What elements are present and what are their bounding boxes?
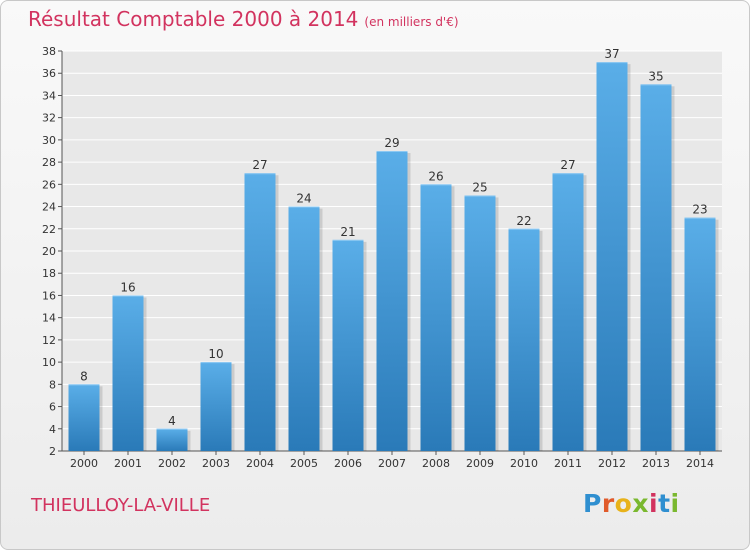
bar (200, 362, 232, 451)
bar (596, 62, 628, 451)
y-tick-label: 22 (42, 223, 56, 236)
x-tick-label: 2004 (246, 457, 274, 470)
bar-value-label: 10 (208, 347, 223, 361)
x-tick-label: 2002 (158, 457, 186, 470)
y-tick-label: 26 (42, 178, 56, 191)
y-tick-label: 18 (42, 267, 56, 280)
bar (552, 173, 584, 451)
bar-value-label: 27 (252, 158, 267, 172)
x-tick-label: 2005 (290, 457, 318, 470)
x-tick-label: 2007 (378, 457, 406, 470)
y-tick-label: 2 (49, 445, 56, 458)
y-tick-label: 36 (42, 67, 56, 80)
x-tick-label: 2014 (686, 457, 714, 470)
y-tick-label: 28 (42, 156, 56, 169)
y-tick-label: 32 (42, 112, 56, 125)
bar (640, 84, 672, 451)
x-tick-label: 2008 (422, 457, 450, 470)
y-tick-label: 16 (42, 289, 56, 302)
bar (244, 173, 276, 451)
bar (112, 295, 144, 451)
logo-letter: r (601, 489, 615, 518)
commune-name: THIEULLOY-LA-VILLE (31, 495, 211, 516)
bar-value-label: 22 (516, 214, 531, 228)
chart-title: Résultat Comptable 2000 à 2014 (en millie… (28, 7, 459, 31)
x-tick-label: 2001 (114, 457, 142, 470)
x-tick-label: 2011 (554, 457, 582, 470)
y-tick-label: 38 (42, 45, 56, 58)
bar-value-label: 37 (604, 47, 619, 61)
x-tick-label: 2010 (510, 457, 538, 470)
y-tick-label: 10 (42, 356, 56, 369)
bar (156, 428, 188, 451)
bar (332, 239, 364, 451)
y-tick-label: 8 (49, 378, 56, 391)
bar (288, 206, 320, 451)
x-tick-label: 2013 (642, 457, 670, 470)
x-tick-label: 2009 (466, 457, 494, 470)
chart-title-text: Résultat Comptable 2000 à 2014 (28, 7, 359, 31)
y-tick-label: 34 (42, 89, 56, 102)
y-tick-label: 12 (42, 334, 56, 347)
x-tick-label: 2012 (598, 457, 626, 470)
bar-value-label: 27 (560, 158, 575, 172)
y-tick-label: 6 (49, 401, 56, 414)
y-tick-label: 20 (42, 245, 56, 258)
bar-value-label: 21 (340, 225, 355, 239)
bar-value-label: 25 (472, 180, 487, 194)
chart-subtitle: (en milliers d'€) (364, 15, 459, 29)
y-tick-label: 4 (49, 423, 56, 436)
bar (420, 184, 452, 452)
x-tick-label: 2003 (202, 457, 230, 470)
y-tick-label: 24 (42, 201, 56, 214)
bar-value-label: 35 (648, 69, 663, 83)
bar-value-label: 29 (384, 136, 399, 150)
x-tick-label: 2006 (334, 457, 362, 470)
logo-letter: P (583, 489, 602, 518)
bar (464, 195, 496, 451)
logo-letter: t (658, 489, 671, 518)
bar (68, 384, 100, 451)
bar-value-label: 23 (692, 203, 707, 217)
logo-letter: o (614, 489, 633, 518)
bar (376, 151, 408, 451)
logo-letter: x (632, 489, 649, 518)
bar-value-label: 16 (120, 280, 135, 294)
bar-value-label: 8 (80, 369, 88, 383)
bar-value-label: 24 (296, 192, 311, 206)
bar (508, 228, 540, 451)
x-tick-label: 2000 (70, 457, 98, 470)
proxiti-logo: Proxiti (583, 489, 680, 518)
y-tick-label: 30 (42, 134, 56, 147)
bar (684, 217, 716, 451)
bar-value-label: 4 (168, 414, 176, 428)
logo-letter: i (649, 489, 659, 518)
logo-letter: i (670, 489, 680, 518)
bar-value-label: 26 (428, 169, 443, 183)
y-tick-label: 14 (42, 312, 56, 325)
